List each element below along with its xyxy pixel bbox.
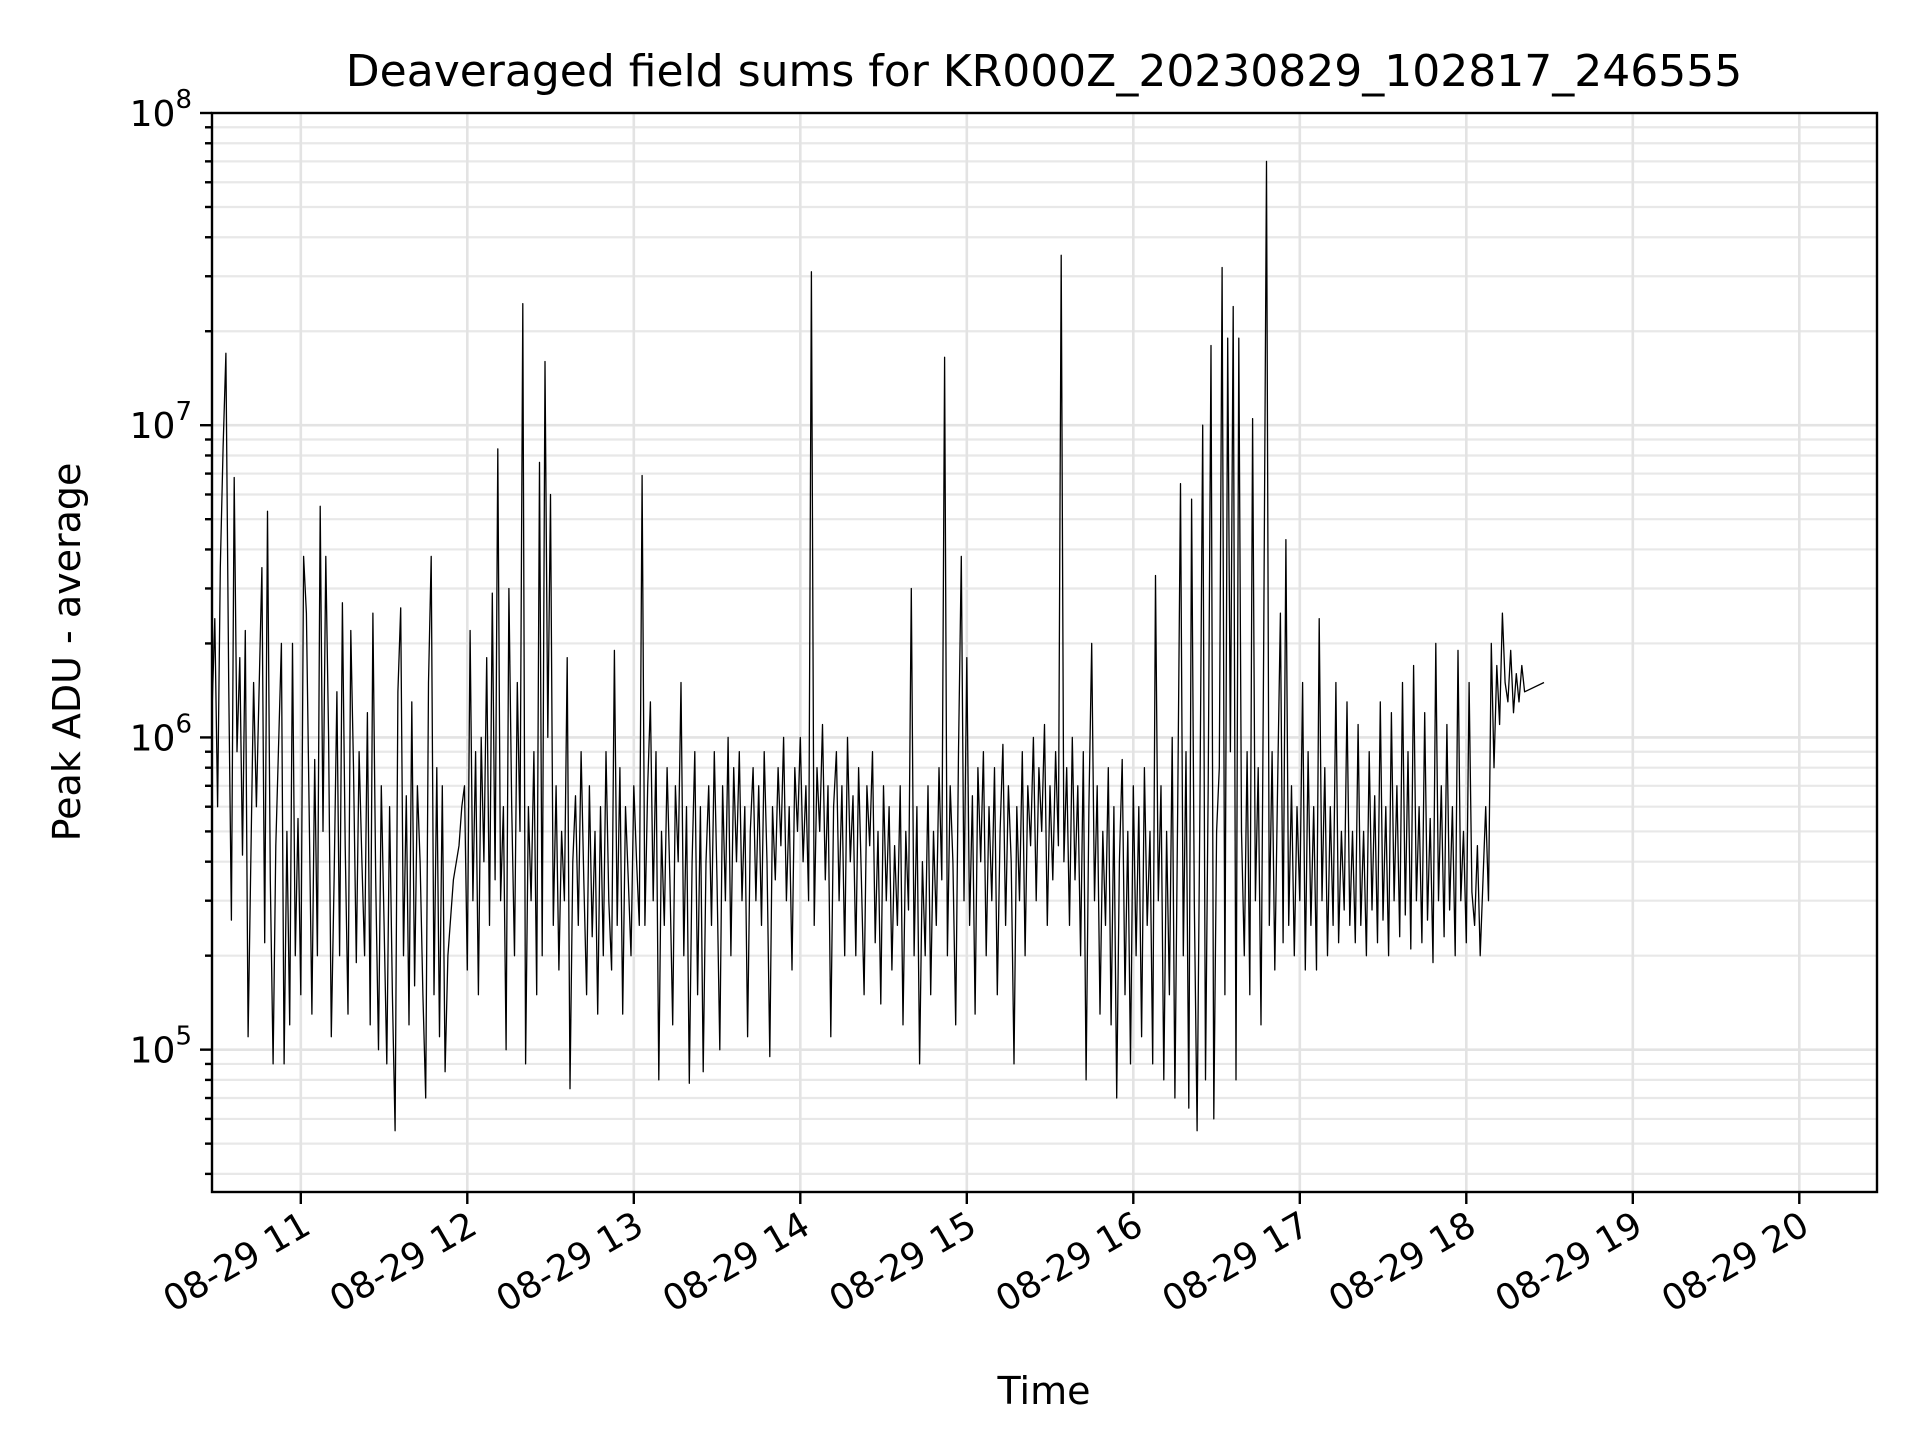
y-tick-label: 106 <box>130 709 192 759</box>
x-tick-label: 08-29 12 <box>323 1204 484 1320</box>
x-tick-label: 08-29 15 <box>823 1204 984 1320</box>
chart-title: Deaveraged field sums for KR000Z_2023082… <box>346 46 1742 97</box>
series-line <box>211 160 1545 1132</box>
grid <box>212 111 1877 1192</box>
y-axis-label: Peak ADU - average <box>45 463 89 842</box>
x-tick-label: 08-29 18 <box>1322 1204 1483 1320</box>
x-tick-label: 08-29 17 <box>1156 1204 1317 1320</box>
plot-frame <box>210 111 1879 1194</box>
x-tick-label: 08-29 11 <box>157 1204 318 1320</box>
y-tick-label: 105 <box>130 1022 192 1072</box>
x-tick-label: 08-29 14 <box>656 1204 817 1320</box>
y-tick-label: 108 <box>130 85 192 135</box>
x-tick-label: 08-29 16 <box>989 1204 1150 1320</box>
y-tick-label: 107 <box>130 397 192 447</box>
x-tick-label: 08-29 20 <box>1655 1204 1816 1320</box>
x-axis-label: Time <box>997 1369 1091 1413</box>
x-tick-label: 08-29 19 <box>1489 1204 1650 1320</box>
x-tick-label: 08-29 13 <box>490 1204 651 1320</box>
